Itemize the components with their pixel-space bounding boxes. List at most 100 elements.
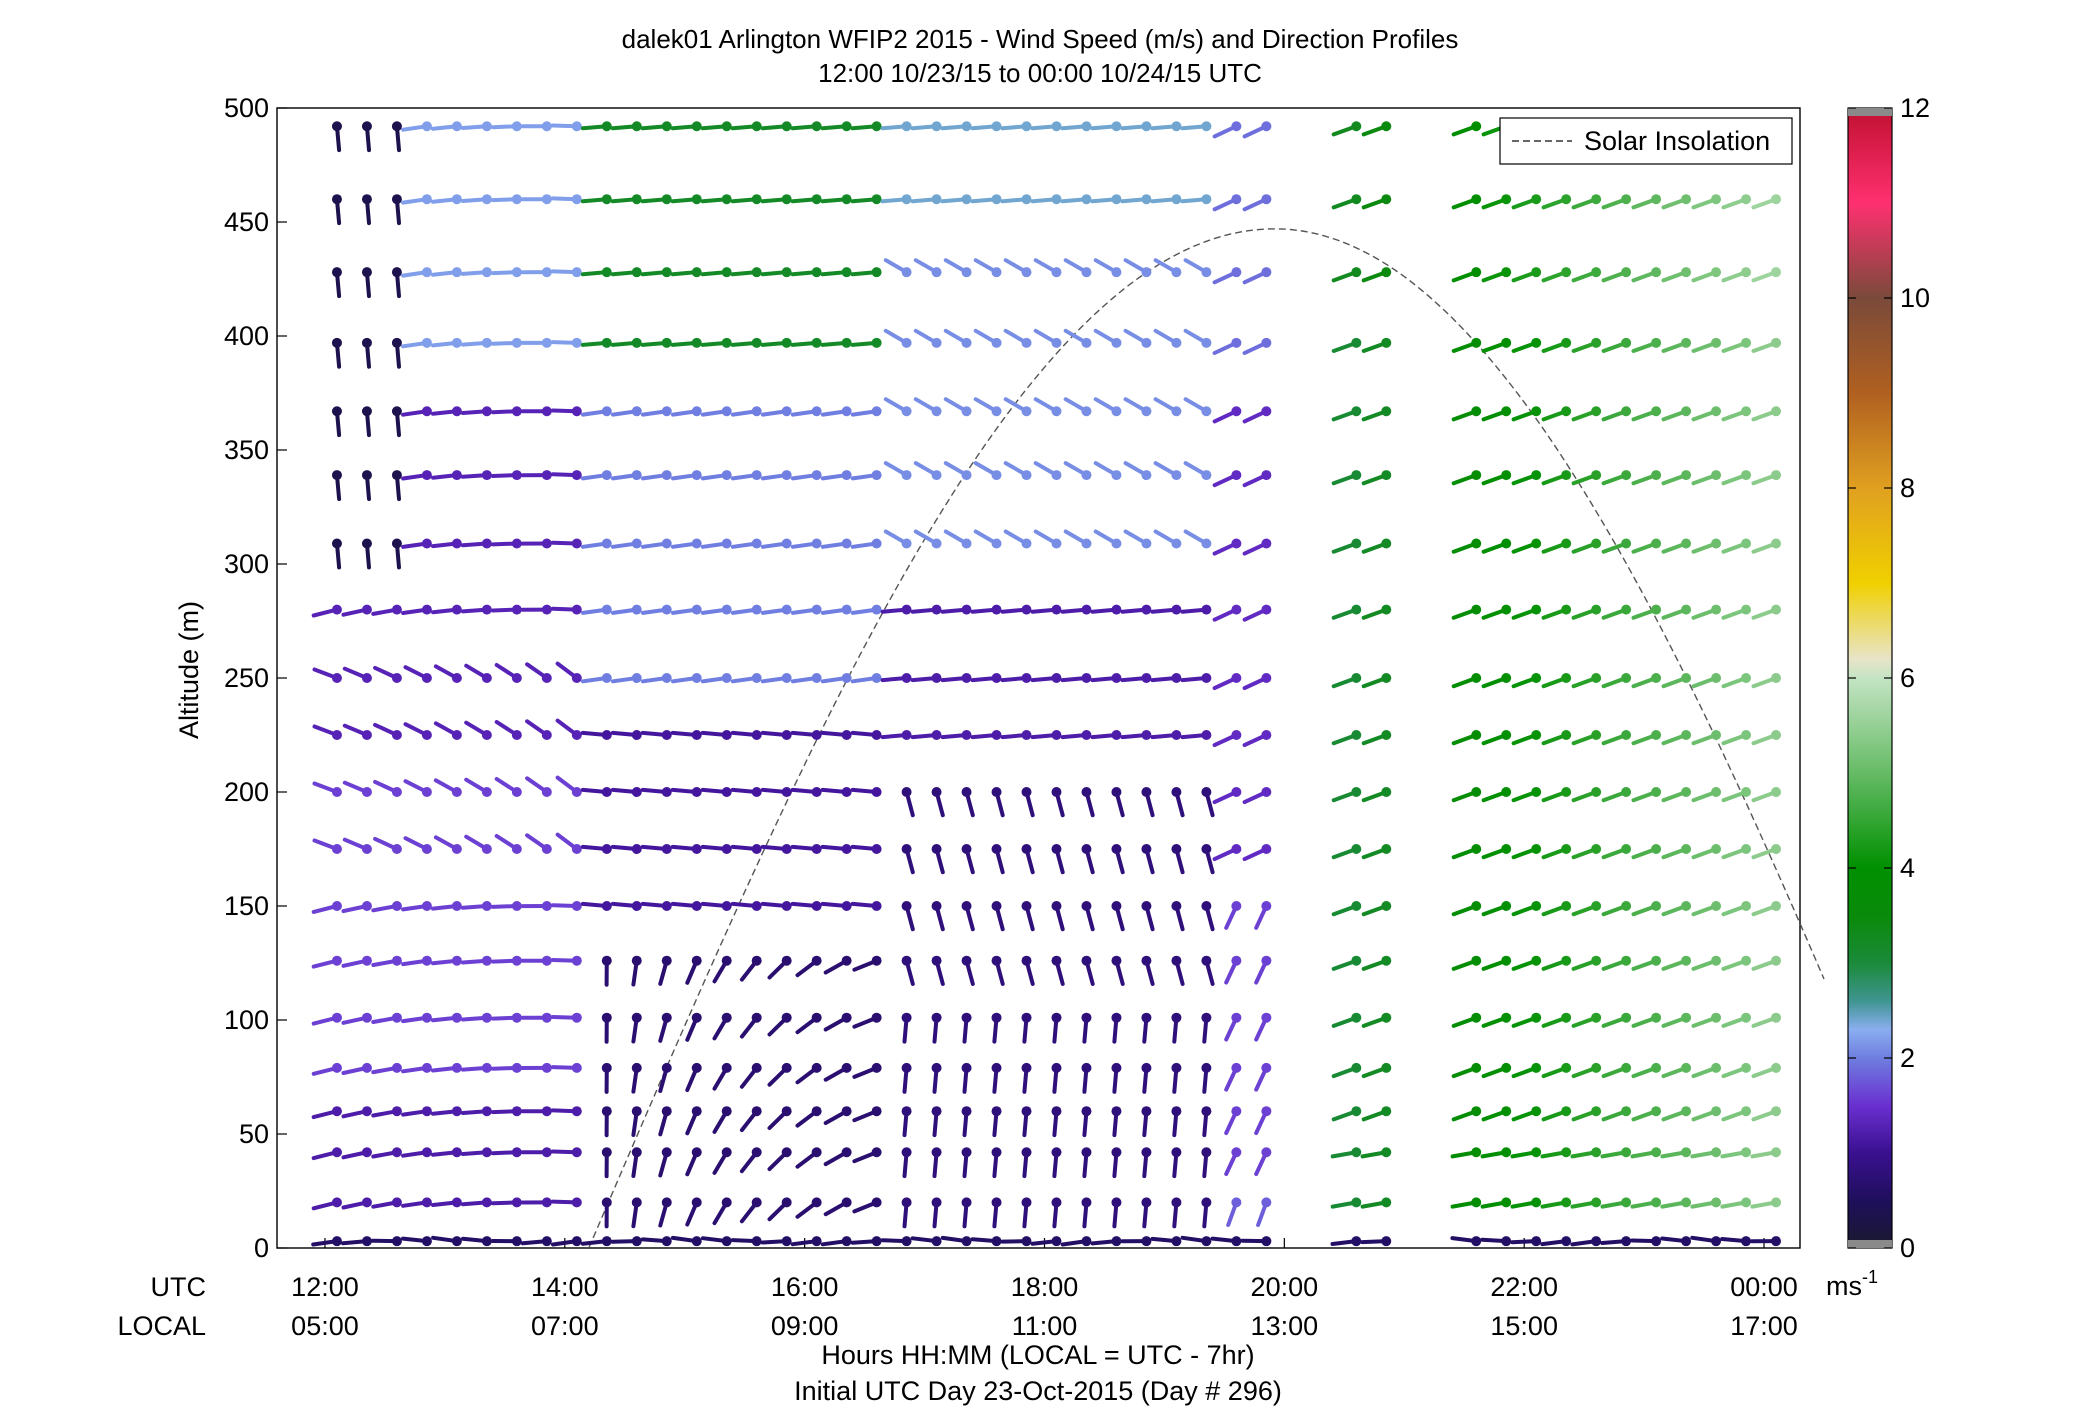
wind-barb-dot [1561,1012,1572,1023]
wind-barb-dot [391,470,402,481]
wind-barb-dot [1351,844,1362,854]
wind-barb-dot [421,406,432,417]
wind-barb-dot [781,844,792,854]
wind-barb-dot [1141,406,1152,417]
wind-barb-dot [391,1236,402,1247]
wind-barb-dot [1771,604,1782,615]
wind-barb-dot [361,538,372,549]
wind-barb-dot [1651,673,1662,683]
wind-barb-dot [871,901,882,911]
x-tick-label-utc: 16:00 [771,1272,839,1302]
wind-barb-dot [1471,673,1482,683]
wind-barb-dot [1231,730,1242,740]
wind-barb-dot [1531,267,1542,278]
wind-barb-dot [1051,121,1062,132]
wind-barb-dot [661,337,672,348]
wind-barb-dot [1261,337,1272,348]
wind-barb-dot [661,730,672,740]
wind-barb-dot [391,194,402,205]
wind-barb-dot [1651,1147,1662,1158]
wind-barb-dot [661,901,672,911]
wind-barb-dot [1171,538,1182,549]
wind-barb-dot [691,267,702,278]
wind-barb-dot [1531,787,1542,797]
wind-barb-dot [931,337,942,348]
wind-barb-dot [451,1147,462,1158]
wind-barb-dot [691,1062,702,1073]
wind-barb-dot [661,604,672,615]
wind-barb-dot [661,121,672,132]
wind-barb-dot [1171,470,1182,481]
wind-barb-dot [1201,1012,1212,1023]
wind-barb-dot [1021,955,1032,966]
wind-barb-dot [991,604,1002,615]
wind-barb-dot [1651,787,1662,797]
wind-barb-dot [991,538,1002,549]
wind-barb-dot [1741,1236,1752,1247]
wind-barb-dot [511,538,522,549]
wind-barb-dot [1351,1197,1362,1208]
wind-barb-dot [871,1106,882,1117]
wind-barb-dot [841,337,852,348]
wind-barb-dot [991,844,1002,854]
wind-barb-dot [1711,1012,1722,1023]
wind-barb-dot [1381,470,1392,481]
wind-barb-dot [1471,901,1482,911]
wind-barb-dot [1651,194,1662,205]
wind-barb-dot [1621,470,1632,481]
wind-barb-dot [1231,1012,1242,1023]
wind-barb-dot [1051,604,1062,615]
wind-barb-dot [1651,538,1662,549]
wind-barb-dot [661,1106,672,1117]
wind-barb-dot [601,1197,612,1208]
wind-barb-dot [781,337,792,348]
wind-barb-dot [1501,538,1512,549]
wind-barb-dot [511,1062,522,1073]
wind-barb-dot [991,901,1002,911]
wind-barb-dot [1471,194,1482,205]
wind-barb-dot [661,538,672,549]
wind-barb-dot [781,194,792,205]
x-axis-label: Hours HH:MM (LOCAL = UTC - 7hr) [821,1340,1254,1370]
wind-barb-dot [1231,1147,1242,1158]
wind-barb-dot [1501,1106,1512,1117]
wind-barb-dot [1051,406,1062,417]
wind-barb-dot [1621,844,1632,854]
wind-barb-dot [451,1106,462,1117]
wind-barb-dot [631,1236,642,1247]
wind-barb-dot [721,337,732,348]
wind-barb-dot [871,844,882,854]
wind-barb-dot [1231,470,1242,481]
wind-barb-dot [1141,1147,1152,1158]
wind-barb-dot [1351,787,1362,797]
wind-barb-dot [1501,1062,1512,1073]
wind-barb-dot [601,1012,612,1023]
wind-barb-dot [1231,406,1242,417]
wind-barb-dot [1501,267,1512,278]
wind-barb-dot [961,337,972,348]
wind-barb-dot [481,673,492,683]
wind-barb-dot [511,955,522,966]
y-tick-label: 50 [239,1119,269,1149]
wind-barb-dot [1351,267,1362,278]
wind-barb-dot [1471,604,1482,615]
wind-barb-dot [631,604,642,615]
wind-barb-dot [691,730,702,740]
wind-barb-dot [1771,1197,1782,1208]
wind-barb-dot [1231,194,1242,205]
wind-barb-dot [481,267,492,278]
chart-title: dalek01 Arlington WFIP2 2015 - Wind Spee… [622,24,1459,54]
wind-barb-dot [1621,406,1632,417]
wind-barb-dot [1651,1236,1662,1247]
wind-barb-dot [1501,470,1512,481]
wind-barb-dot [871,194,882,205]
colorbar-tick-label: 2 [1900,1043,1915,1073]
wind-barb-dot [481,1236,492,1247]
wind-barb-dot [1261,1062,1272,1073]
wind-barb-dot [1771,337,1782,348]
wind-barb-dot [1261,406,1272,417]
y-tick-label: 100 [224,1005,269,1035]
wind-barb-dot [1711,267,1722,278]
wind-barb-dot [841,844,852,854]
wind-barb-dot [481,955,492,966]
